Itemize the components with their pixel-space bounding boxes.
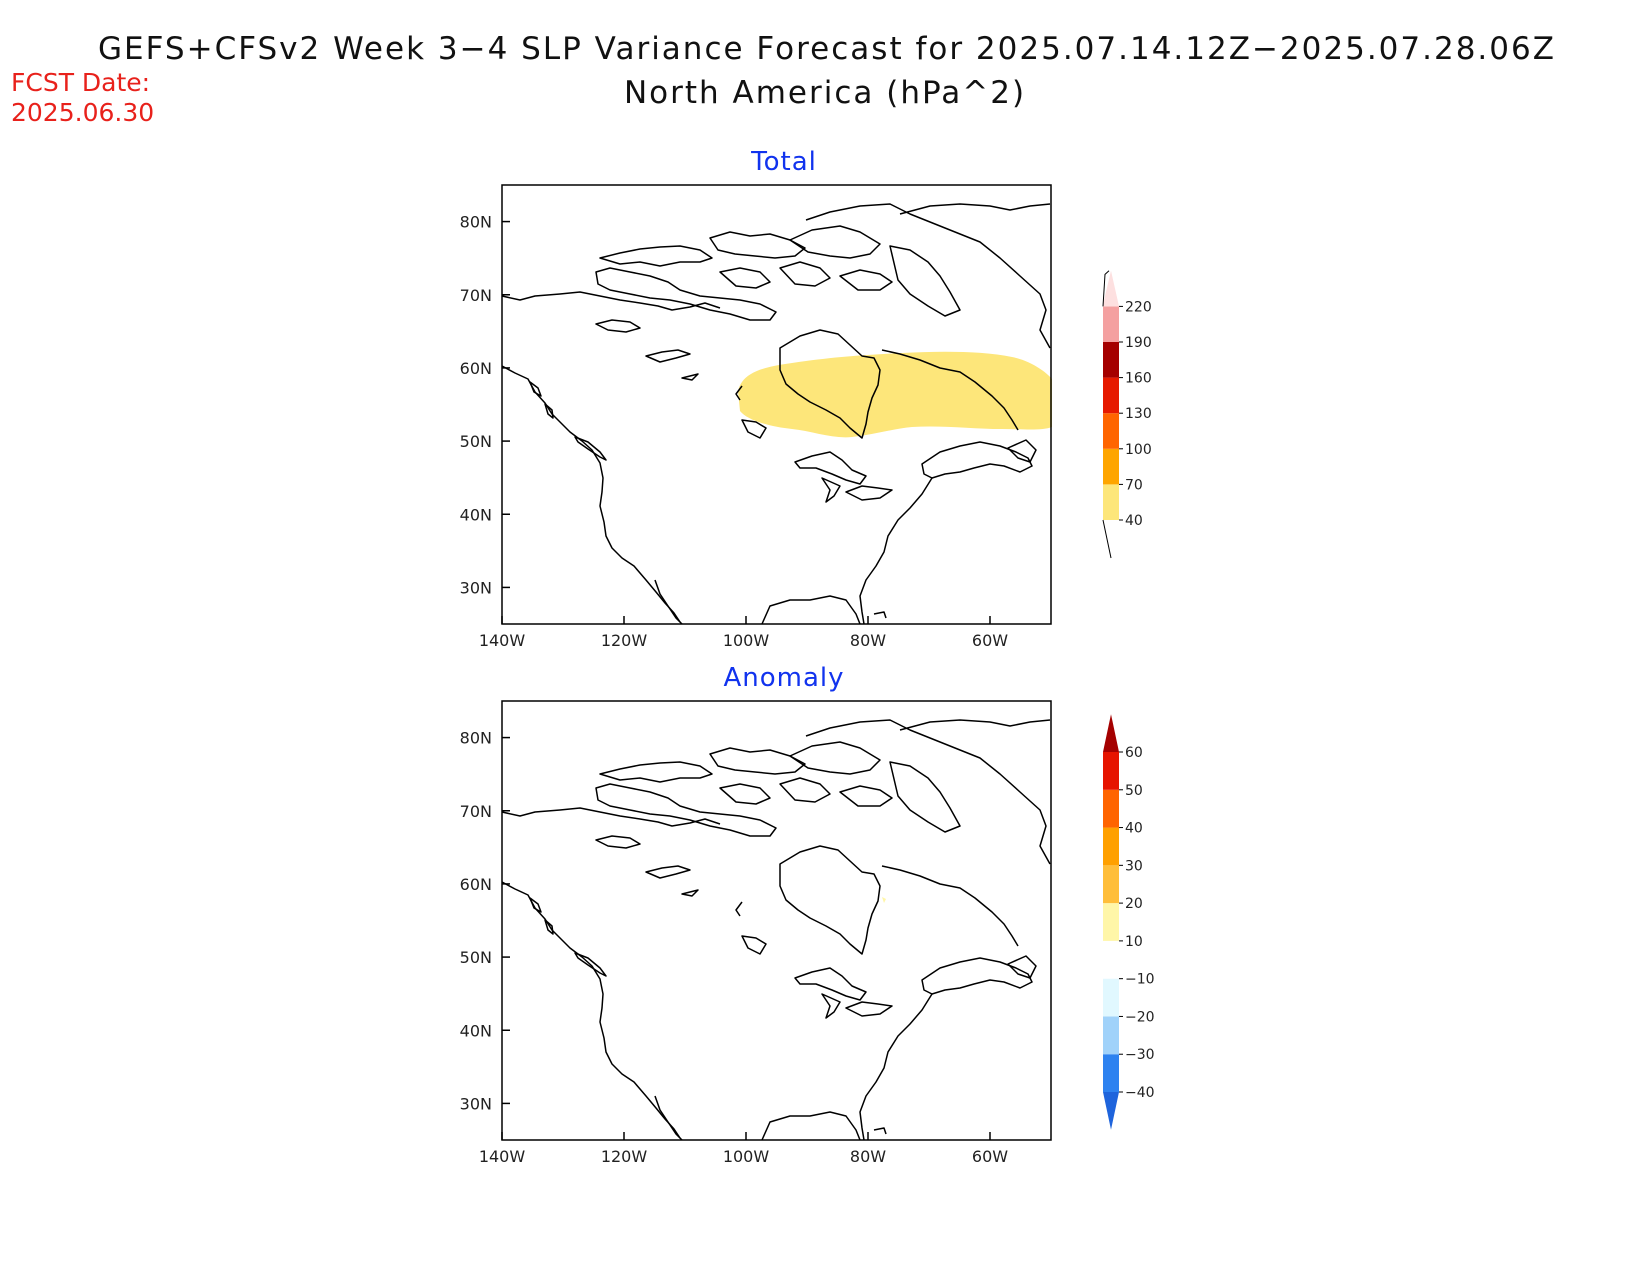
colorbar-label: −10 [1125,972,1155,988]
colorbar-swatch [1103,978,1119,1017]
lat-tick-label: 50N [460,432,492,451]
colorbar-swatch [1103,789,1119,828]
colorbar-swatch [1103,448,1119,485]
lat-tick-label: 40N [460,1021,492,1040]
colorbar-label: 10 [1125,934,1143,950]
lat-tick-label: 80N [460,213,492,232]
forecast-date-label: FCST Date: [11,68,151,97]
panel-title-total: Total [750,147,817,177]
lon-tick-label: 100W [723,631,770,650]
colorbar-label: −20 [1125,1009,1155,1025]
lat-tick-label: 30N [460,1094,492,1113]
colorbar-label: 160 [1125,371,1152,387]
lon-tick-label: 120W [601,631,648,650]
lon-tick-label: 80W [850,1147,886,1166]
colorbar-swatch [1103,1016,1119,1055]
map-frame-total [501,184,1052,625]
colorbar-total: 40 70 100 130 160 190 220 [1102,270,1152,559]
colorbar-label: −40 [1125,1085,1155,1101]
colorbar-swatch [1103,940,1119,979]
colorbar-label: 190 [1125,335,1152,351]
colorbar-label: −30 [1125,1047,1155,1063]
panel-total: Total 80N 70N 60N 50N 40N 30N 140W 120W 100W 80W 6… [460,147,1152,650]
lat-tick-label: 50N [460,948,492,967]
lat-tick-label: 30N [460,578,492,597]
lon-tick-label: 60W [972,1147,1008,1166]
map-frame-anomaly [501,700,1052,1141]
forecast-date-value: 2025.06.30 [11,98,155,127]
figure-subtitle: North America (hPa^2) [623,75,1027,111]
lon-tick-label: 140W [479,631,526,650]
colorbar-swatch [1103,306,1119,342]
colorbar-swatch [1103,342,1119,378]
colorbar-swatch [1103,413,1119,449]
colorbar-lower-triangle [1103,1092,1119,1130]
lat-tick-label: 80N [460,729,492,748]
colorbar-label: 100 [1125,442,1152,458]
lat-tick-label: 40N [460,505,492,524]
colorbar-swatch [1103,270,1119,307]
lat-tick-label: 70N [460,802,492,821]
colorbar-swatch [1103,903,1119,941]
colorbar-label: 40 [1125,513,1143,529]
colorbar-label: 130 [1125,406,1152,422]
colorbar-end [1102,270,1110,307]
colorbar-swatch [1103,484,1119,520]
colorbar-label: 220 [1125,299,1152,315]
lat-tick-label: 60N [460,875,492,894]
lat-tick-label: 60N [460,359,492,378]
axes-total: 80N 70N 60N 50N 40N 30N 140W 120W 100W 80W 60W [460,213,1009,650]
colorbar-label: 40 [1125,821,1143,837]
colorbar-swatch [1103,865,1119,904]
colorbar-label: 60 [1125,745,1143,761]
lon-tick-label: 140W [479,1147,526,1166]
colorbar-swatch [1103,752,1119,790]
colorbar-label: 50 [1125,783,1143,799]
colorbar-upper-triangle [1103,714,1119,752]
colorbar-swatch [1103,1054,1119,1092]
colorbar-label: 20 [1125,896,1143,912]
colorbar-label: 70 [1125,477,1143,493]
variance-shaded-region [738,351,1052,438]
lon-tick-label: 120W [601,1147,648,1166]
axes-anomaly: 80N 70N 60N 50N 40N 30N 140W 120W 100W 80W 60W [460,729,1009,1166]
colorbar-label: 30 [1125,858,1143,874]
lat-tick-label: 70N [460,286,492,305]
colorbar-anomaly: −40 −30 −20 −10 10 20 30 40 50 60 [1103,714,1155,1130]
colorbar-lower-tail [1102,519,1112,559]
colorbar-swatch [1103,827,1119,866]
colorbar-swatch [1103,377,1119,414]
panel-title-anomaly: Anomaly [723,663,844,693]
anomaly-speck [882,897,886,903]
lon-tick-label: 80W [850,631,886,650]
lon-tick-label: 100W [723,1147,770,1166]
lon-tick-label: 60W [972,631,1008,650]
figure-title: GEFS+CFSv2 Week 3−4 SLP Variance Forecas… [98,31,1556,67]
